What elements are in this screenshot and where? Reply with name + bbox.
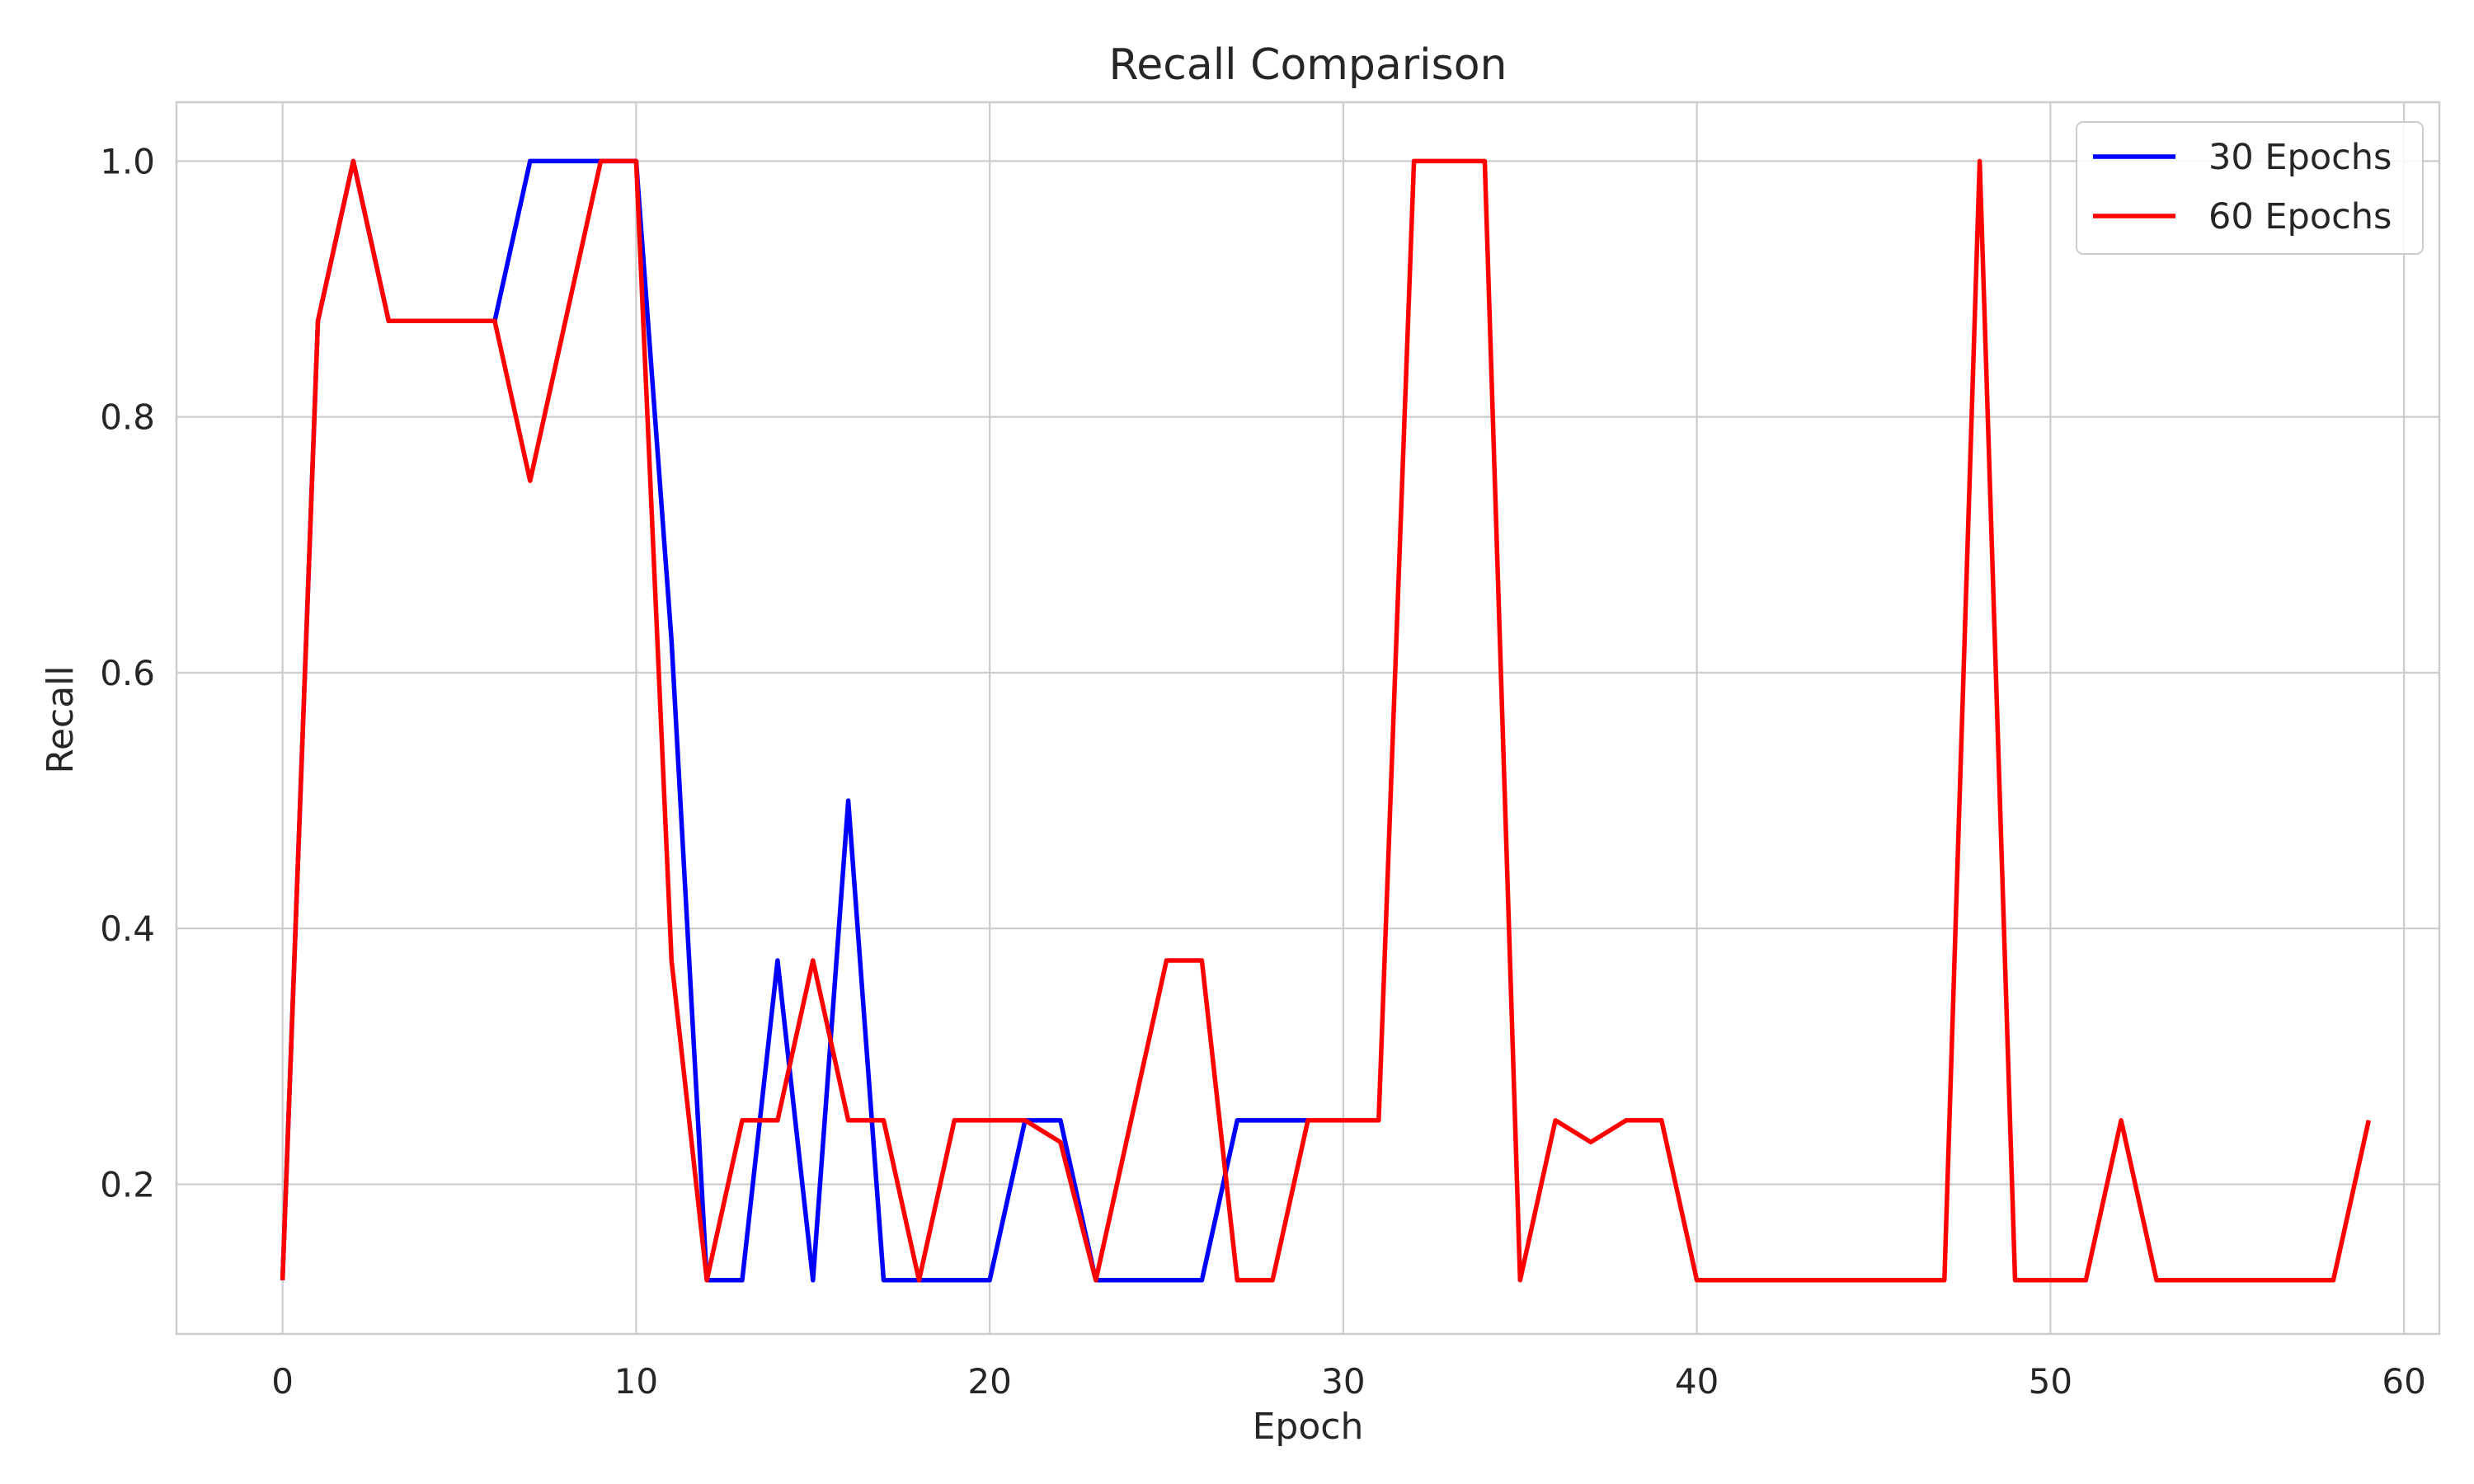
- x-tick-label: 60: [2382, 1361, 2425, 1402]
- plot-frame: [175, 101, 2441, 1336]
- chart-title: Recall Comparison: [1108, 40, 1507, 90]
- y-tick-label: 0.6: [100, 653, 155, 693]
- x-tick-label: 30: [1321, 1361, 1365, 1402]
- y-tick-label: 0.2: [100, 1164, 155, 1205]
- tick-labels: 0 10 20 30 40 50 60 0.2 0.4 0.6 0.8 1.0: [100, 141, 2426, 1402]
- x-tick-label: 40: [1675, 1361, 1719, 1402]
- y-axis-title: Recall: [40, 665, 82, 773]
- legend-label: 30 Epochs: [2208, 137, 2392, 178]
- legend: 30 Epochs 60 Epochs: [2076, 121, 2424, 255]
- series-lines: [280, 158, 2371, 1283]
- x-tick-label: 20: [967, 1361, 1011, 1402]
- x-tick-label: 0: [271, 1361, 294, 1402]
- x-tick-label: 50: [2029, 1361, 2072, 1402]
- y-tick-label: 0.8: [100, 397, 155, 438]
- y-tick-label: 1.0: [100, 141, 155, 181]
- y-tick-label: 0.4: [100, 909, 155, 949]
- legend-label: 60 Epochs: [2208, 196, 2392, 237]
- series-line-2: [280, 158, 2371, 1283]
- grid: [176, 102, 2439, 1334]
- x-axis-title: Epoch: [1253, 1406, 1364, 1448]
- x-tick-label: 10: [614, 1361, 658, 1402]
